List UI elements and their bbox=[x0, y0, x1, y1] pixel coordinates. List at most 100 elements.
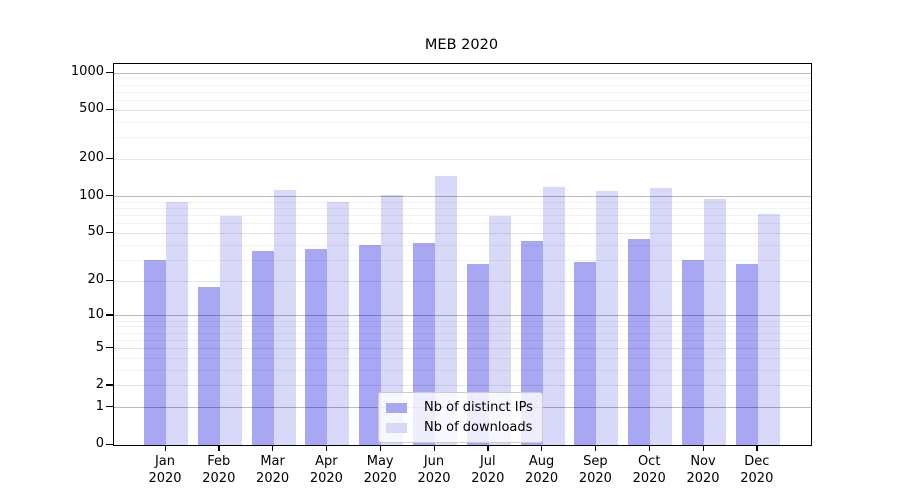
bar-distinct-ips bbox=[735, 263, 758, 445]
bar-downloads bbox=[488, 215, 511, 445]
x-tick-mark bbox=[433, 445, 435, 451]
legend-label: Nb of downloads bbox=[424, 420, 533, 435]
x-tick-label: Jul 2020 bbox=[471, 454, 505, 486]
bar-downloads bbox=[650, 188, 673, 445]
grid-line-minor bbox=[114, 78, 811, 80]
x-tick-mark bbox=[594, 445, 597, 451]
y-tick-label: 500 bbox=[79, 101, 104, 117]
grid-line-major bbox=[114, 232, 811, 234]
grid-line-minor bbox=[114, 326, 811, 328]
y-tick-mark bbox=[106, 384, 113, 386]
x-tick-label: May 2020 bbox=[363, 454, 397, 486]
bar-distinct-ips bbox=[144, 260, 166, 445]
x-tick-label: Mar 2020 bbox=[256, 454, 290, 486]
grid-line-minor bbox=[114, 99, 811, 101]
grid-line-minor bbox=[114, 244, 811, 246]
bar-distinct-ips bbox=[682, 260, 704, 445]
grid-line-major bbox=[114, 280, 811, 282]
bar-downloads bbox=[327, 202, 350, 445]
legend-item: Nb of distinct IPs bbox=[386, 399, 533, 416]
x-tick-label: Sep 2020 bbox=[578, 454, 612, 486]
x-tick-mark bbox=[648, 445, 650, 451]
grid-line-minor bbox=[114, 259, 811, 261]
y-tick-mark bbox=[106, 195, 113, 197]
bar-distinct-ips bbox=[628, 238, 651, 445]
y-tick-mark bbox=[106, 347, 113, 349]
y-tick-label: 5 bbox=[95, 339, 104, 355]
x-tick-label: Jan 2020 bbox=[148, 454, 182, 486]
bar-distinct-ips bbox=[359, 245, 382, 445]
y-tick-label: 200 bbox=[79, 150, 104, 166]
grid-line-decade bbox=[114, 196, 811, 197]
grid-line-minor bbox=[114, 201, 811, 203]
y-tick-mark bbox=[106, 279, 113, 281]
y-tick-mark bbox=[106, 108, 113, 111]
x-tick-mark bbox=[164, 445, 166, 451]
legend-item: Nb of downloads bbox=[386, 419, 533, 436]
x-tick-label: Feb 2020 bbox=[202, 454, 236, 486]
x-tick-label: Dec 2020 bbox=[740, 454, 774, 486]
grid-layer bbox=[114, 64, 811, 445]
grid-line-major bbox=[114, 348, 811, 350]
y-tick-label: 1000 bbox=[70, 64, 104, 79]
y-tick-label: 1 bbox=[95, 398, 104, 414]
legend: Nb of distinct IPs Nb of downloads bbox=[378, 392, 543, 443]
grid-line-decade bbox=[114, 315, 811, 317]
y-tick-label: 2 bbox=[95, 376, 104, 392]
grid-line-minor bbox=[114, 137, 811, 139]
x-tick-mark bbox=[487, 445, 489, 451]
y-tick-mark bbox=[106, 406, 113, 408]
x-tick-label: Oct 2020 bbox=[632, 454, 666, 486]
y-tick-mark bbox=[106, 157, 113, 160]
legend-label: Nb of distinct IPs bbox=[424, 400, 533, 415]
chart-title: MEB 2020 bbox=[424, 37, 499, 53]
bar-downloads bbox=[381, 194, 404, 445]
x-tick-label: Aug 2020 bbox=[525, 454, 559, 486]
y-tick-mark bbox=[106, 71, 113, 73]
bar-downloads bbox=[435, 175, 457, 445]
x-tick-mark bbox=[325, 445, 328, 451]
grid-line-minor bbox=[114, 369, 811, 371]
y-tick-label: 100 bbox=[79, 187, 104, 203]
x-tick-label: Apr 2020 bbox=[309, 454, 343, 486]
grid-line-minor bbox=[114, 320, 811, 322]
bar-downloads bbox=[273, 190, 296, 445]
grid-line-minor bbox=[114, 214, 811, 216]
y-tick-mark bbox=[106, 231, 113, 234]
grid-line-major bbox=[114, 385, 811, 387]
grid-line-minor bbox=[114, 207, 811, 209]
grid-line-decade bbox=[114, 72, 811, 74]
x-tick-mark bbox=[379, 445, 381, 451]
y-tick-mark bbox=[106, 314, 113, 316]
y-tick-mark bbox=[106, 443, 113, 445]
bar-distinct-ips bbox=[251, 250, 274, 445]
x-tick-label: Jun 2020 bbox=[417, 454, 451, 486]
bar-downloads bbox=[542, 186, 565, 445]
grid-line-major bbox=[114, 158, 811, 160]
y-tick-label: 0 bbox=[95, 436, 104, 451]
bar-downloads bbox=[757, 214, 780, 445]
legend-swatch bbox=[386, 422, 407, 433]
legend-swatch bbox=[386, 402, 407, 413]
bar-downloads bbox=[166, 202, 188, 445]
x-tick-mark bbox=[756, 445, 758, 451]
grid-line-minor bbox=[114, 84, 811, 86]
grid-line-minor bbox=[114, 121, 811, 123]
grid-line-minor bbox=[114, 223, 811, 225]
bar-distinct-ips bbox=[305, 249, 328, 445]
grid-line-minor bbox=[114, 339, 811, 341]
bar-downloads bbox=[219, 215, 242, 445]
x-tick-mark bbox=[272, 445, 274, 451]
x-tick-mark bbox=[218, 445, 220, 451]
bar-downloads bbox=[596, 190, 619, 445]
grid-line-minor bbox=[114, 91, 811, 93]
bar-distinct-ips bbox=[197, 286, 220, 445]
grid-line-minor bbox=[114, 357, 811, 359]
y-tick-label: 50 bbox=[87, 224, 104, 240]
x-tick-label: Nov 2020 bbox=[686, 454, 720, 486]
x-tick-mark bbox=[702, 445, 704, 451]
y-tick-label: 10 bbox=[87, 306, 104, 322]
plot-area: Nb of distinct IPs Nb of downloads bbox=[113, 63, 812, 446]
x-tick-mark bbox=[541, 445, 543, 451]
